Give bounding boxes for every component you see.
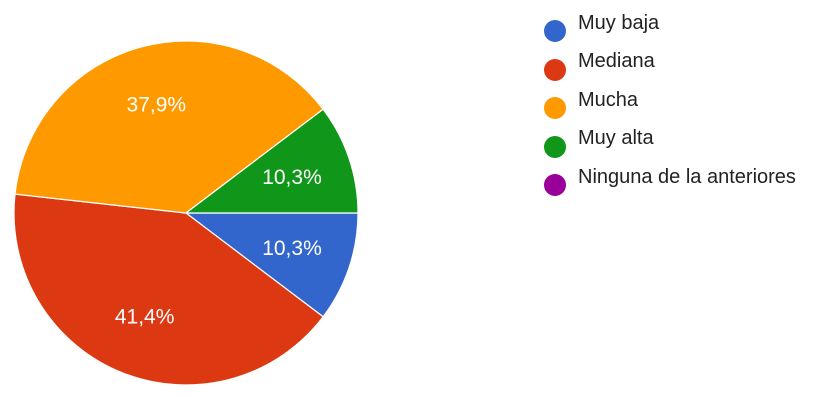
legend-swatch-muy-alta	[544, 135, 566, 158]
legend-swatch-ninguna	[544, 174, 566, 197]
pie-label-muy-baja: 10,3%	[262, 237, 322, 260]
legend-swatch-mucha	[544, 97, 566, 120]
legend-label-mucha: Mucha	[578, 88, 639, 111]
legend-item-muy-baja[interactable]: Muy baja	[544, 12, 796, 51]
legend-item-muy-alta[interactable]: Muy alta	[544, 127, 796, 167]
pie-slices	[13, 40, 359, 386]
legend-swatch-muy-baja	[544, 20, 566, 43]
legend-label-muy-alta: Muy alta	[578, 127, 654, 150]
pie-labels: 10,3% 41,4% 37,9% 10,3%	[115, 94, 322, 329]
pie-slice-muy-baja[interactable]	[184, 212, 359, 318]
pie-slice-mediana[interactable]	[13, 193, 324, 386]
pie-slice-mucha[interactable]	[14, 40, 324, 214]
legend-swatch-mediana	[544, 58, 566, 81]
legend-item-mediana[interactable]: Mediana	[544, 50, 796, 90]
pie-label-muy-alta: 10,3%	[262, 166, 322, 189]
pie-label-mucha: 37,9%	[127, 94, 187, 117]
legend-label-ninguna: Ninguna de la anteriores	[578, 165, 796, 188]
pie-label-mediana: 41,4%	[115, 305, 175, 328]
pie-slice-muy-alta[interactable]	[184, 108, 359, 214]
legend-item-ninguna[interactable]: Ninguna de la anteriores	[544, 166, 796, 205]
chart-legend: Muy baja Mediana Mucha Muy alta Ninguna …	[544, 12, 796, 205]
legend-label-mediana: Mediana	[578, 50, 655, 73]
legend-item-mucha[interactable]: Mucha	[544, 89, 796, 128]
legend-label-muy-baja: Muy baja	[578, 11, 660, 34]
